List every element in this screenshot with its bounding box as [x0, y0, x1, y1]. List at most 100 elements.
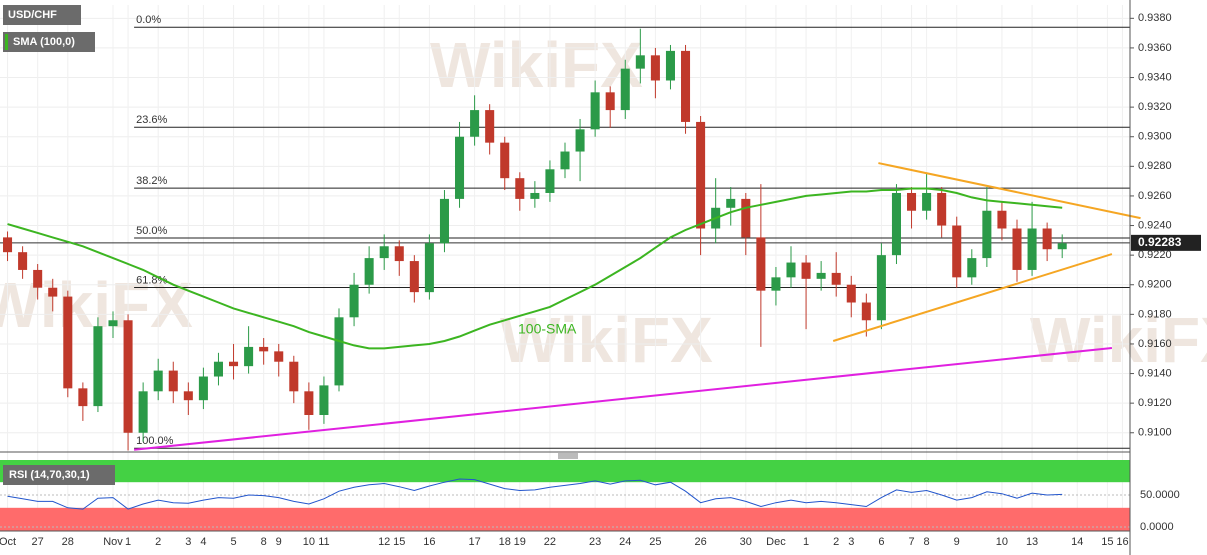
candle-body [485, 110, 495, 143]
candle-body [289, 361, 299, 392]
x-tick-label: 9 [276, 536, 282, 548]
sma-legend-box[interactable] [3, 32, 95, 52]
candle-body [229, 361, 239, 367]
x-tick-label: 1 [803, 536, 809, 548]
watermark: WikiFX [430, 29, 643, 101]
x-tick-label: 28 [62, 536, 74, 548]
candle-body [108, 320, 118, 327]
x-tick-label: 19 [514, 536, 526, 548]
x-tick-label: 6 [878, 536, 884, 548]
candle-body [198, 376, 208, 401]
x-tick-label: 16 [423, 536, 435, 548]
rsi-overbought-band [0, 460, 1130, 483]
x-tick-label: Dec [766, 536, 786, 548]
watermark: WikiFX [500, 304, 713, 376]
candle-body [18, 252, 28, 270]
candle-body [696, 121, 706, 229]
rsi-line [7, 478, 1063, 510]
x-tick-label: 2 [155, 536, 161, 548]
x-tick-label: 23 [589, 536, 601, 548]
candle-body [560, 151, 570, 170]
x-tick-label: 15 [1101, 536, 1113, 548]
y-tick-label: 0.9320 [1138, 101, 1172, 113]
candle-body [876, 255, 886, 321]
candle-body [605, 92, 615, 111]
candle-body [168, 370, 178, 392]
candle-body [907, 192, 917, 211]
x-tick-label: 30 [740, 536, 752, 548]
candle-body [63, 296, 73, 389]
sma-line [7, 187, 1063, 350]
candle-body [33, 269, 43, 288]
candle-body [183, 391, 193, 401]
x-tick-label: 25 [649, 536, 661, 548]
x-tick-label: 26 [694, 536, 706, 548]
candle-body [304, 391, 314, 415]
candle-body [409, 261, 419, 293]
candle-body [771, 277, 781, 291]
candle-body [590, 92, 600, 130]
candle-body [364, 258, 374, 285]
candle-body [952, 225, 962, 278]
x-tick-label: 10 [303, 536, 315, 548]
x-tick-label: 7 [908, 536, 914, 548]
symbol-box [3, 5, 81, 25]
y-tick-label: 0.9100 [1138, 427, 1172, 439]
resize-handle[interactable] [558, 453, 578, 459]
candle-body [349, 284, 359, 318]
sma-swatch [5, 34, 8, 50]
candle-body [379, 246, 389, 259]
candle-body [1057, 243, 1067, 250]
candle-body [394, 246, 404, 262]
candle-body [967, 258, 977, 278]
trendline [133, 346, 1113, 451]
candle-body [3, 237, 13, 253]
trendline [878, 162, 1141, 220]
candle-body [153, 370, 163, 392]
candle-body [650, 55, 660, 81]
candle-body [334, 317, 344, 386]
candle-body [937, 192, 947, 226]
y-tick-label: 0.9300 [1138, 131, 1172, 143]
x-tick-label: 3 [848, 536, 854, 548]
x-tick-label: 13 [1026, 536, 1038, 548]
fib-label: 23.6% [136, 114, 167, 126]
x-tick-label: 5 [230, 536, 236, 548]
candle-body [741, 198, 751, 238]
y-tick-label: 0.9200 [1138, 279, 1172, 291]
candle-body [922, 192, 932, 211]
rsi-oversold-band [0, 507, 1130, 531]
x-tick-label: 12 [378, 536, 390, 548]
candle-body [982, 210, 992, 259]
y-tick-label: 0.9180 [1138, 308, 1172, 320]
symbol-label: USD/CHF [8, 9, 57, 21]
x-tick-label: Nov [103, 536, 123, 548]
x-tick-label: 9 [954, 536, 960, 548]
y-tick-label: 0.9220 [1138, 249, 1172, 261]
candle-body [515, 178, 525, 199]
x-tick-label: 2 [833, 536, 839, 548]
candle-body [439, 198, 449, 244]
sma-annotation: 100-SMA [518, 321, 577, 337]
candle-body [891, 192, 901, 256]
y-tick-label: 0.9260 [1138, 190, 1172, 202]
candle-body [816, 272, 826, 279]
x-tick-label: 1 [125, 536, 131, 548]
rsi-legend-box[interactable] [3, 465, 115, 485]
candle-body [500, 142, 510, 179]
y-tick-label: 0.9140 [1138, 367, 1172, 379]
candle-body [319, 385, 329, 415]
candle-body [530, 192, 540, 199]
candle-body [1027, 228, 1037, 270]
candle-body [259, 346, 269, 352]
candle-body [635, 55, 645, 69]
candle-body [244, 346, 254, 367]
candle-body [78, 388, 88, 407]
x-tick-label: 8 [924, 536, 930, 548]
x-tick-label: 10 [996, 536, 1008, 548]
candle-body [665, 50, 675, 81]
candle-body [801, 262, 811, 279]
y-tick-label: 0.9360 [1138, 42, 1172, 54]
candle-body [93, 326, 103, 407]
